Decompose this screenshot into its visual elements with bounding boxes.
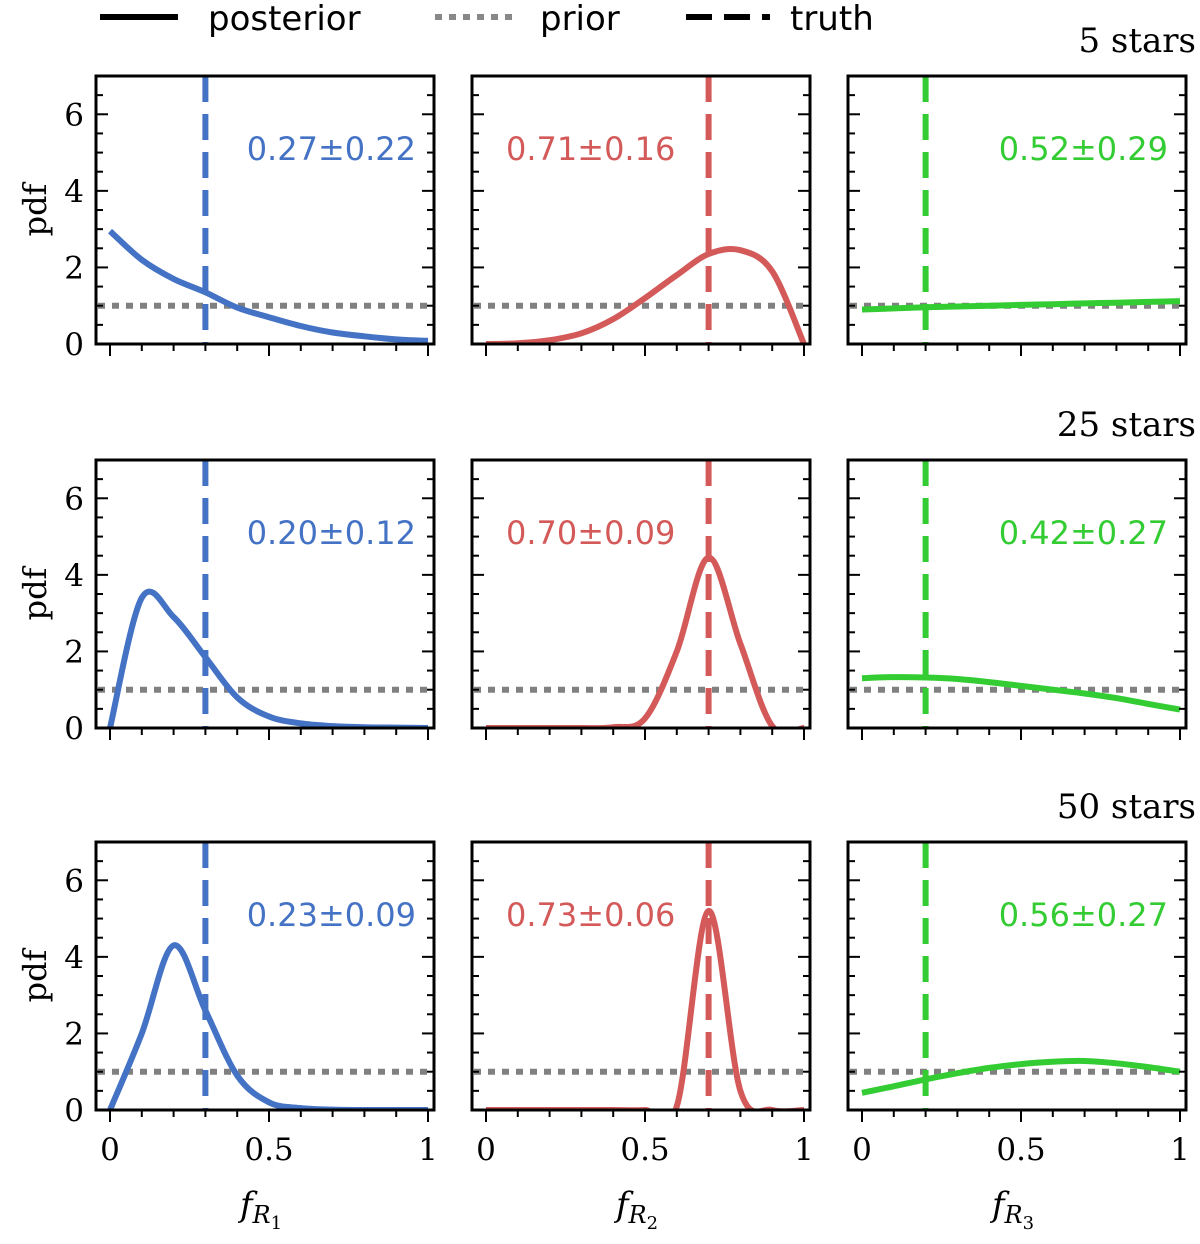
y-tick-label: 0 — [64, 327, 84, 363]
chart-axis-labels: 5 stars pdf 25 stars pdf 50 stars pdf fR1 fR2 fR… — [16, 21, 1196, 1234]
y-tick-label: 4 — [64, 940, 84, 976]
x-tick-label: 0 — [852, 1132, 872, 1168]
legend-label-posterior: posterior — [208, 0, 361, 39]
panel-r0-c0: 0 2 4 6 0.27±0.22 — [64, 74, 436, 363]
posterior-curve — [861, 1057, 1181, 1096]
posterior-curve — [107, 588, 429, 728]
y-tick-label: 2 — [64, 634, 84, 670]
posterior-curve — [485, 245, 807, 344]
panel-r2-c0: 0 2 4 6 0 0.5 1 0.23±0.09 — [64, 840, 438, 1168]
x-tick-label: 1 — [418, 1132, 438, 1168]
x-tick-label: 0 — [476, 1132, 496, 1168]
panel-annotation: 0.70±0.09 — [506, 514, 675, 552]
posterior-curve — [486, 907, 804, 1110]
panel-annotation: 0.42±0.27 — [999, 514, 1168, 552]
panel-annotation: 0.73±0.06 — [506, 896, 675, 934]
panel-r0-c1: 0.71±0.16 — [470, 74, 812, 356]
y-axis-label-1: pdf — [16, 565, 54, 620]
row-title-0: 5 stars — [1078, 21, 1196, 61]
chart-panels: 0 2 4 6 0.27±0.22 0.71±0.16 0.52±0.29 0 2 4 6 0.20±… — [64, 74, 1190, 1168]
y-tick-label: 0 — [64, 711, 84, 747]
posterior-curve — [861, 298, 1181, 313]
x-axis-label-2: fR3 — [989, 1185, 1034, 1234]
panel-r1-c0: 0 2 4 6 0.20±0.12 — [64, 458, 436, 747]
x-tick-label: 0 — [100, 1132, 120, 1168]
y-tick-label: 2 — [64, 1016, 84, 1052]
y-tick-label: 4 — [64, 558, 84, 594]
panel-annotation: 0.71±0.16 — [506, 130, 675, 168]
panel-annotation: 0.56±0.27 — [999, 896, 1168, 934]
x-tick-label: 0.5 — [244, 1132, 293, 1168]
x-tick-label: 1 — [794, 1132, 814, 1168]
panel-annotation: 0.23±0.09 — [247, 896, 416, 934]
y-tick-label: 4 — [64, 174, 84, 210]
y-tick-label: 6 — [64, 863, 84, 899]
x-axis-label-1: fR2 — [613, 1185, 658, 1234]
y-axis-label-2: pdf — [16, 947, 54, 1002]
panel-r1-c1: 0.70±0.09 — [470, 458, 812, 740]
legend-label-prior: prior — [540, 0, 620, 39]
x-tick-label: 0.5 — [996, 1132, 1045, 1168]
x-tick-label: 1 — [1170, 1132, 1190, 1168]
posterior-curve — [486, 554, 805, 728]
chart-legend: posterior prior truth — [100, 0, 874, 39]
panel-r2-c2: 0 0.5 1 0.56±0.27 — [846, 840, 1190, 1168]
y-tick-label: 6 — [64, 97, 84, 133]
posterior-curve — [861, 674, 1181, 713]
row-title-2: 50 stars — [1057, 787, 1196, 827]
panel-annotation: 0.52±0.29 — [999, 130, 1168, 168]
panel-annotation: 0.20±0.12 — [247, 514, 416, 552]
y-tick-label: 2 — [64, 250, 84, 286]
legend-label-truth: truth — [790, 0, 874, 39]
y-tick-label: 0 — [64, 1093, 84, 1129]
panel-r1-c2: 0.42±0.27 — [846, 458, 1188, 740]
y-tick-label: 6 — [64, 481, 84, 517]
panel-r2-c1: 0 0.5 1 0.73±0.06 — [470, 840, 814, 1168]
panel-annotation: 0.27±0.22 — [247, 130, 416, 168]
posterior-curve — [107, 228, 429, 344]
posterior-curve — [107, 942, 428, 1110]
row-title-1: 25 stars — [1057, 405, 1196, 445]
y-axis-label-0: pdf — [16, 181, 54, 236]
panel-r0-c2: 0.52±0.29 — [846, 74, 1188, 356]
x-axis-label-0: fR1 — [237, 1185, 282, 1234]
x-tick-label: 0.5 — [620, 1132, 669, 1168]
